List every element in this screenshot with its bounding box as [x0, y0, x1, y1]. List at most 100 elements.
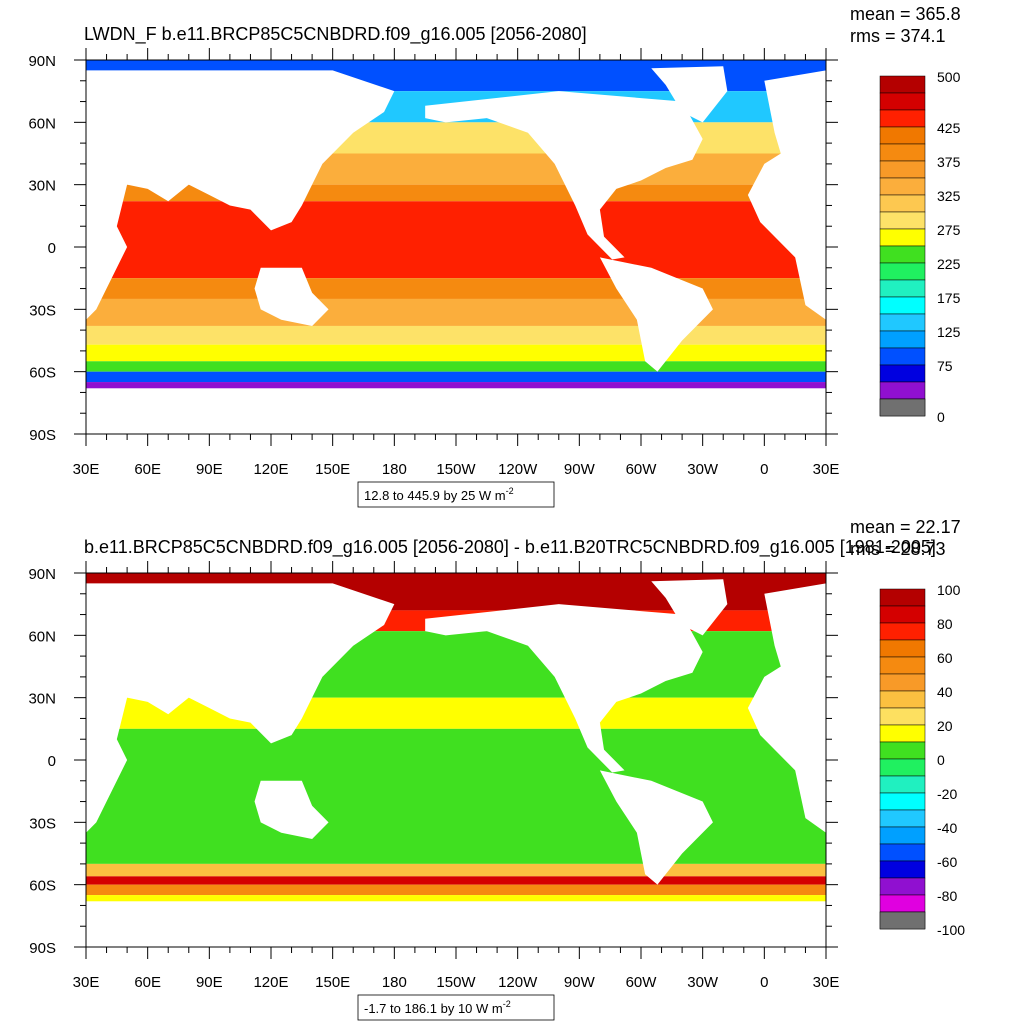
colorbar-box — [879, 160, 926, 179]
info-frame — [357, 481, 555, 508]
colorbar-box — [879, 843, 926, 862]
field-band — [86, 298, 826, 326]
colorbar-label: 325 — [937, 188, 961, 204]
colorbar-box — [879, 126, 926, 145]
field-band — [86, 201, 826, 279]
mean-label: mean = 365.8 — [850, 4, 961, 24]
lon-label: 0 — [760, 461, 768, 478]
lon-label: 120W — [498, 461, 538, 478]
colorbar-box — [879, 588, 926, 607]
field-band — [86, 876, 826, 885]
lon-label: 60W — [626, 974, 658, 991]
colorbar-box — [879, 758, 926, 777]
info-box: -1.7 to 186.1 by 10 W m-2 — [357, 994, 555, 1021]
lon-label: 60E — [134, 974, 161, 991]
colorbar-box — [879, 194, 926, 213]
lon-label: 60E — [134, 461, 161, 478]
lat-label: 30S — [29, 815, 56, 832]
lon-label: 150E — [315, 974, 350, 991]
lon-label: 150W — [436, 974, 476, 991]
colorbar-box — [879, 245, 926, 264]
colorbar-box — [879, 605, 926, 624]
colorbar-box — [879, 707, 926, 726]
colorbar-label: 100 — [937, 582, 961, 598]
colorbar-label: -100 — [937, 922, 965, 938]
colorbar-box — [879, 656, 926, 675]
colorbar-box — [879, 364, 926, 383]
colorbar-box — [879, 347, 926, 366]
colorbar-box — [879, 75, 926, 94]
colorbar-box — [879, 330, 926, 349]
colorbar-label: 0 — [937, 752, 945, 768]
lon-label: 120W — [498, 974, 538, 991]
map-panel: LWDN_F b.e11.BRCP85C5CNBDRD.f09_g16.005 … — [28, 4, 961, 508]
field-band — [86, 278, 826, 299]
lon-label: 150W — [436, 461, 476, 478]
colorbar-box — [879, 877, 926, 896]
colorbar-label: 500 — [937, 69, 961, 85]
mean-label: mean = 22.17 — [850, 517, 961, 537]
lat-label: 30N — [28, 691, 56, 708]
colorbar-label: 75 — [937, 358, 953, 374]
colorbar-box — [879, 826, 926, 845]
info-superscript: -2 — [503, 999, 511, 1009]
lon-label: 30W — [687, 974, 719, 991]
field-band — [86, 382, 826, 393]
field-band — [86, 697, 826, 729]
colorbar-label: -80 — [937, 888, 957, 904]
lon-label: 90W — [564, 461, 596, 478]
colorbar-label: 80 — [937, 616, 953, 632]
lat-label: 60S — [29, 365, 56, 382]
colorbar-label: 125 — [937, 324, 961, 340]
lat-label: 30S — [29, 302, 56, 319]
colorbar-box — [879, 741, 926, 760]
colorbar-box — [879, 775, 926, 794]
rms-label: rms = 374.1 — [850, 26, 946, 46]
colorbar-label: -40 — [937, 820, 957, 836]
lon-label: 180 — [382, 461, 407, 478]
lat-label: 30N — [28, 178, 56, 195]
colorbar-box — [879, 690, 926, 709]
colorbar-label: 425 — [937, 120, 961, 136]
colorbar-box — [879, 228, 926, 247]
field-band — [86, 371, 826, 383]
lon-label: 150E — [315, 461, 350, 478]
colorbar-box — [879, 177, 926, 196]
lat-label: 60N — [28, 628, 56, 645]
colorbar-box — [879, 381, 926, 400]
lat-label: 90N — [28, 53, 56, 70]
colorbar-label: 175 — [937, 290, 961, 306]
lon-label: 120E — [253, 461, 288, 478]
colorbar-label: -60 — [937, 854, 957, 870]
field-band — [86, 361, 826, 372]
field-band — [86, 884, 826, 896]
lon-label: 30E — [73, 461, 100, 478]
colorbar-label: 0 — [937, 409, 945, 425]
colorbar-label: 375 — [937, 154, 961, 170]
colorbar-label: 20 — [937, 718, 953, 734]
colorbar-label: 225 — [937, 256, 961, 272]
lat-label: 90N — [28, 566, 56, 583]
colorbar-box — [879, 92, 926, 111]
info-frame — [357, 994, 555, 1021]
colorbar-box — [879, 279, 926, 298]
colorbar-label: -20 — [937, 786, 957, 802]
rms-label: rms = 28.73 — [850, 539, 946, 559]
colorbar-box — [879, 262, 926, 281]
colorbar-label: 275 — [937, 222, 961, 238]
colorbar-box — [879, 109, 926, 128]
map-panel: b.e11.BRCP85C5CNBDRD.f09_g16.005 [2056-2… — [28, 517, 965, 1021]
colorbar-label: 40 — [937, 684, 953, 700]
colorbar-box — [879, 143, 926, 162]
info-text: -1.7 to 186.1 by 10 W m-2 — [364, 999, 511, 1016]
colorbar-box — [879, 809, 926, 828]
colorbar-label: 60 — [937, 650, 953, 666]
colorbar-box — [879, 894, 926, 913]
field-band — [86, 344, 826, 362]
lat-label: 90S — [29, 427, 56, 444]
map-area — [86, 60, 826, 434]
colorbar-box — [879, 911, 926, 930]
colorbar-box — [879, 860, 926, 879]
colorbar-box — [879, 313, 926, 332]
